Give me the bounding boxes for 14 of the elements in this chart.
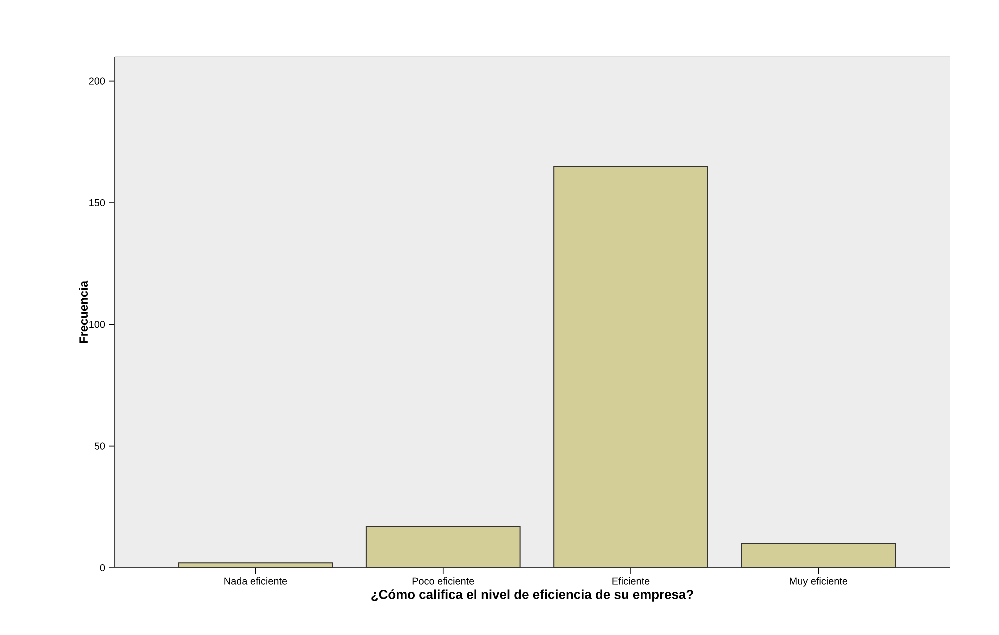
y-tick-label: 50: [94, 442, 106, 450]
x-axis-title: ¿Cómo califica el nivel de eficiencia de su empresa?: [372, 590, 694, 602]
bar: [554, 166, 708, 568]
y-tick-label: 100: [90, 321, 106, 328]
x-tick-label: Muy eficiente: [790, 578, 848, 587]
bar: [366, 526, 521, 568]
x-tick-label: Eficiente: [612, 578, 650, 585]
y-tick-label: 200: [89, 78, 106, 85]
x-tick-label: Nada eficiente: [224, 578, 288, 585]
y-axis-title: Frecuencia: [79, 280, 88, 344]
x-tick-label: Poco eficiente: [412, 578, 474, 585]
bar: [741, 543, 896, 568]
y-tick-label: 0: [100, 564, 106, 572]
y-tick-label: 150: [90, 199, 106, 207]
